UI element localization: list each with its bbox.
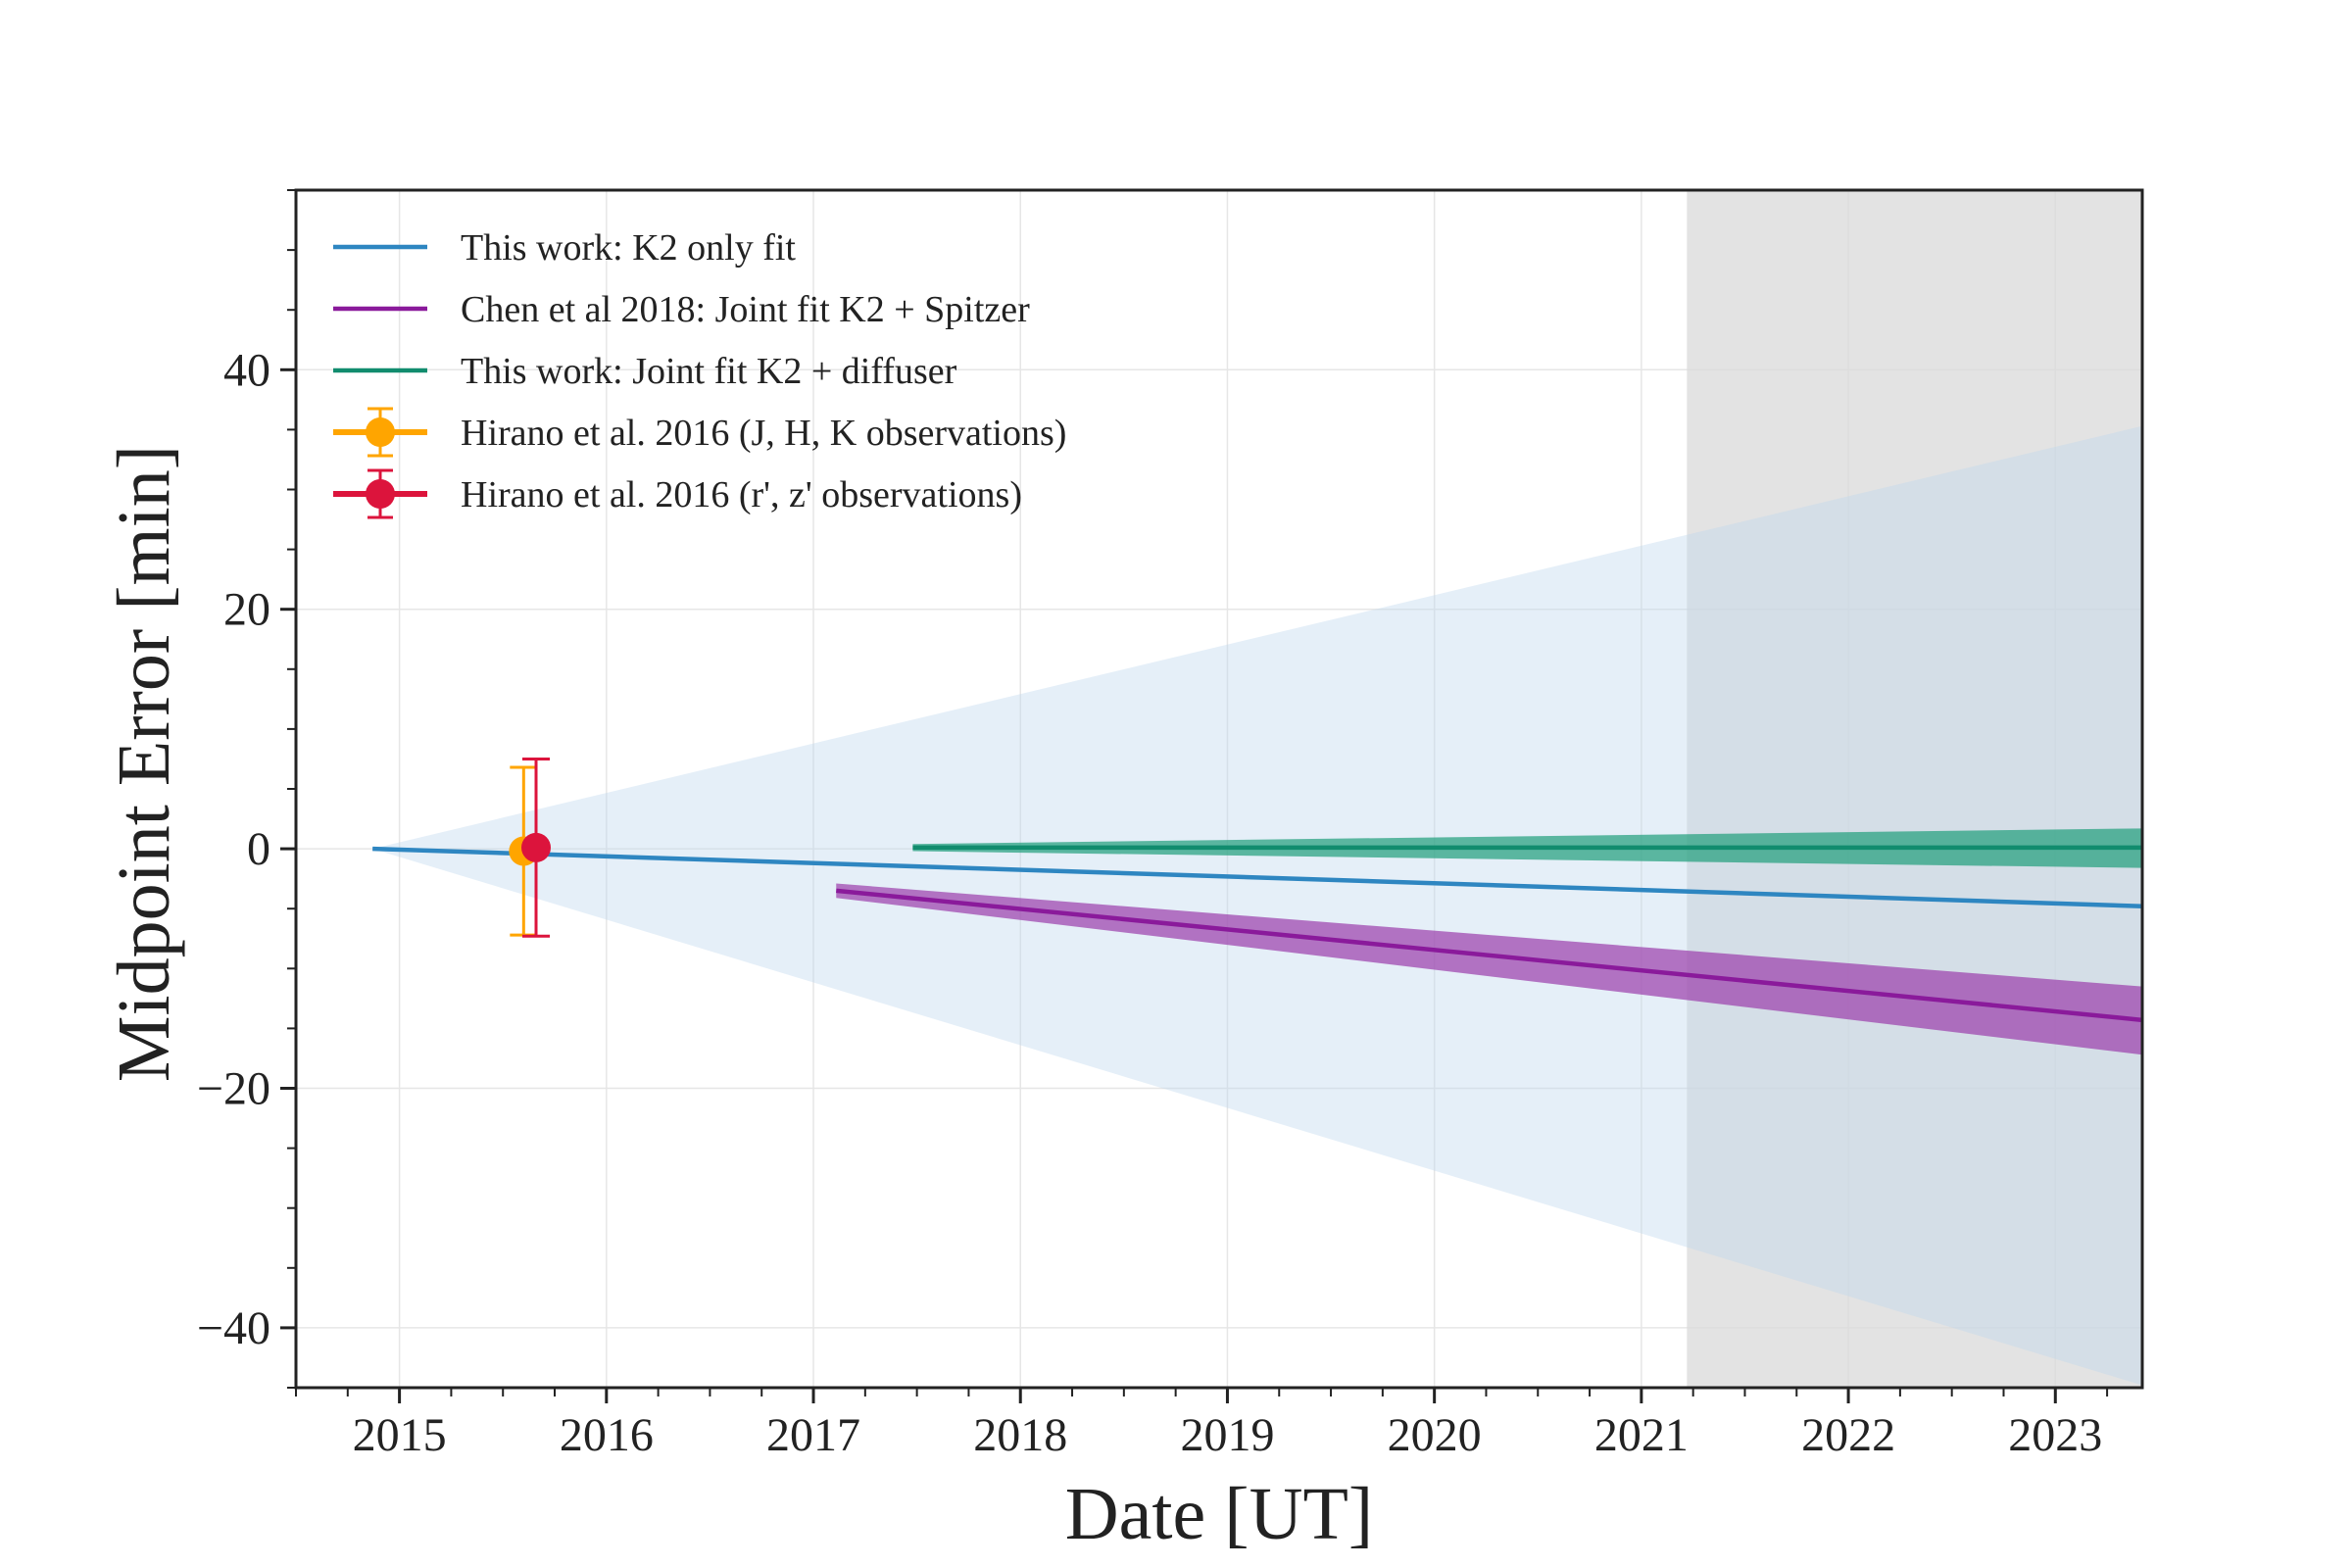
y-tick-label: 20 bbox=[223, 584, 270, 636]
x-tick-label: 2015 bbox=[353, 1409, 447, 1461]
x-tick-label: 2021 bbox=[1594, 1409, 1689, 1461]
x-tick-label: 2023 bbox=[2008, 1409, 2102, 1461]
x-axis-ticks: 2015 2016 2017 2018 2019 2020 2021 2022 2023 bbox=[295, 1388, 2109, 1461]
data-point bbox=[521, 832, 552, 862]
y-axis-title: Midpoint Error [min] bbox=[103, 445, 185, 1082]
series-lines bbox=[372, 845, 2143, 1023]
legend-label: Chen et al 2018: Joint fit K2 + Spitzer bbox=[461, 289, 1030, 330]
y-tick-label: 0 bbox=[247, 823, 270, 875]
legend-label: Hirano et al. 2016 (J, H, K observations… bbox=[461, 413, 1066, 454]
series-line bbox=[836, 888, 2143, 1023]
shaded-region bbox=[1687, 190, 2142, 1388]
x-tick-label: 2019 bbox=[1180, 1409, 1274, 1461]
x-tick-label: 2018 bbox=[973, 1409, 1067, 1461]
x-tick-label: 2017 bbox=[766, 1409, 860, 1461]
x-tick-label: 2020 bbox=[1388, 1409, 1482, 1461]
errorbar-points bbox=[509, 757, 552, 938]
uncertainty-band bbox=[836, 883, 2143, 1055]
legend: This work: K2 only fit Chen et al 2018: J… bbox=[333, 227, 1066, 519]
y-tick-label: 40 bbox=[223, 344, 270, 396]
plot-area bbox=[294, 188, 2144, 1390]
y-tick-label: −40 bbox=[197, 1302, 270, 1354]
legend-swatch-marker bbox=[366, 479, 395, 509]
y-tick-label: −20 bbox=[197, 1063, 270, 1115]
legend-swatch-marker bbox=[366, 417, 395, 447]
x-tick-label: 2022 bbox=[1801, 1409, 1895, 1461]
uncertainty-band bbox=[372, 425, 2143, 1386]
legend-label: Hirano et al. 2016 (r', z' observations) bbox=[461, 474, 1022, 515]
x-axis-title: Date [UT] bbox=[1065, 1473, 1373, 1555]
legend-label: This work: K2 only fit bbox=[461, 227, 796, 269]
series-line bbox=[372, 846, 2143, 909]
y-axis-ticks: −40 −20 0 20 40 bbox=[197, 189, 296, 1389]
legend-label: This work: Joint fit K2 + diffuser bbox=[461, 351, 957, 392]
x-tick-label: 2016 bbox=[560, 1409, 654, 1461]
